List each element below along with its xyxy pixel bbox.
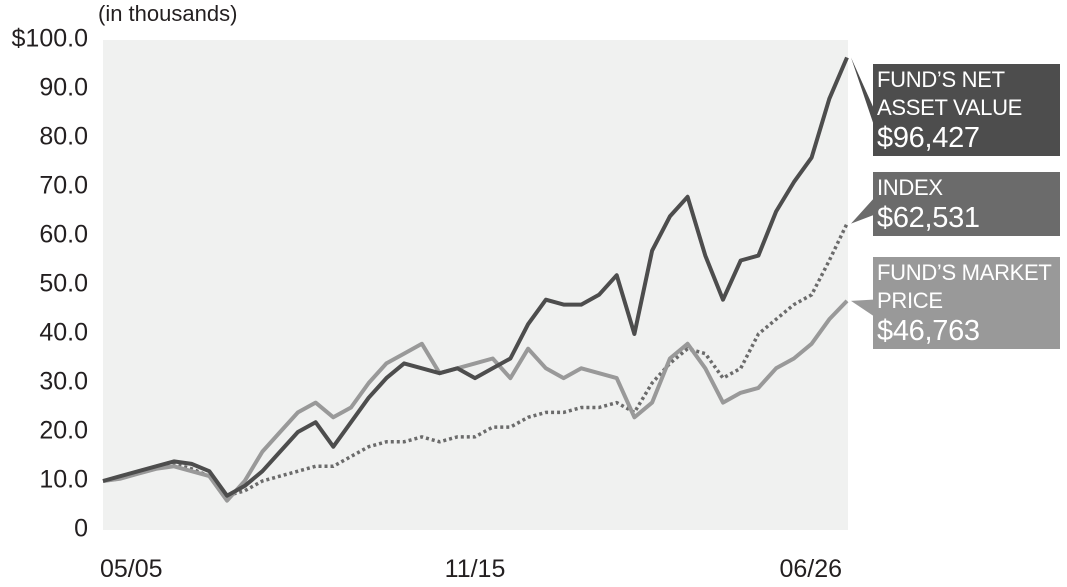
y-tick-label: 80.0 [39, 123, 88, 151]
pointer [851, 299, 873, 316]
end-label-box: FUND’S NET ASSET VALUE $96,427 [873, 64, 1060, 156]
x-tick-label: 05/05 [100, 555, 163, 583]
y-tick-label: 40.0 [39, 319, 88, 347]
end-label-box: INDEX $62,531 [873, 172, 1060, 236]
data-label: $46,763 [877, 315, 980, 347]
y-tick-label: 60.0 [39, 221, 88, 249]
series-line [102, 222, 849, 498]
pointer [851, 199, 873, 224]
y-tick-label: 70.0 [39, 172, 88, 200]
x-tick-label: 11/15 [445, 555, 506, 583]
data-label: $62,531 [877, 202, 980, 234]
legend-label: FUND’S NET ASSET VALUE [877, 67, 1023, 120]
y-tick-label: 10.0 [39, 466, 88, 494]
y-tick-label: 20.0 [39, 417, 88, 445]
x-tick-label: 06/26 [779, 555, 842, 583]
series-line [102, 299, 849, 503]
end-label-box: FUND’S MARKET PRICE $46,763 [873, 257, 1060, 349]
series-line [102, 56, 849, 498]
y-axis-label: (in thousands) [98, 1, 237, 26]
y-tick-label: 50.0 [39, 270, 88, 298]
legend-label: INDEX [877, 175, 943, 200]
plot-area [103, 40, 848, 530]
data-label: $96,427 [877, 122, 980, 154]
y-tick-label: 30.0 [39, 368, 88, 396]
y-tick-label: 0 [74, 515, 88, 543]
legend-label: FUND’S MARKET PRICE [877, 260, 1052, 313]
pointer [851, 57, 873, 123]
y-tick-label: 90.0 [39, 74, 88, 102]
y-tick-label: $100.0 [12, 25, 88, 53]
